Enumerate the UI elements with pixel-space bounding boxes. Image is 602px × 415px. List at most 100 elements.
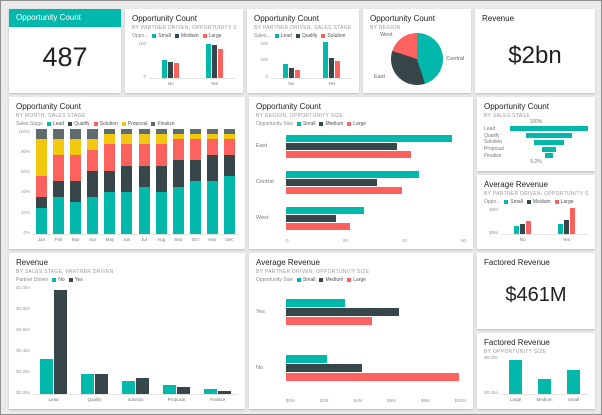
tile-opportunity-count-by-partner-driven-opportunity-size[interactable]: Opportunity Count BY PARTNER DRIVEN, OPP…: [125, 9, 243, 93]
tile-title: Opportunity Count: [484, 102, 549, 111]
x-tick-label: Yes: [562, 237, 570, 242]
bar-group: [567, 355, 580, 394]
tile-opportunity-count-by-sales-stage[interactable]: Opportunity Count BY SALES STAGE 100% Lea…: [477, 97, 595, 171]
stack-segment: [155, 128, 167, 134]
bar: [136, 377, 149, 394]
stack-segment: [172, 186, 184, 234]
bar: [282, 63, 288, 78]
grouped-bar-chart: Yes No $0M $2M $4M $6M $8M $10M: [256, 285, 466, 404]
legend-item[interactable]: Solution: [321, 33, 345, 39]
legend-swatch-icon: [151, 121, 156, 126]
legend-item[interactable]: Large: [347, 277, 366, 283]
bar-group: [204, 285, 231, 394]
legend-item[interactable]: Small: [152, 33, 171, 39]
x-tick-label: 20: [342, 237, 348, 243]
stack-segment: [104, 170, 116, 192]
legend-item[interactable]: Qualify: [295, 33, 317, 39]
legend-item[interactable]: Large: [202, 32, 222, 39]
tile-factored-revenue-card[interactable]: Factored Revenue $461M: [477, 253, 595, 329]
tile-opportunity-count-by-region-opportunity-size[interactable]: Opportunity Count BY REGION, OPPORTUNITY…: [249, 97, 473, 249]
legend-item[interactable]: Small: [296, 121, 315, 127]
legend-item[interactable]: Large: [347, 121, 366, 127]
y-tick-label: 0: [265, 74, 268, 79]
x-tick-label: Dec: [225, 237, 234, 242]
legend-item[interactable]: Medium: [174, 33, 199, 39]
bar: [211, 45, 217, 78]
legend-item[interactable]: Large: [554, 199, 574, 205]
legend-item-label: Large: [208, 32, 222, 39]
tile-opportunity-count-by-month-sales-stage[interactable]: Opportunity Count BY MONTH, SALES STAGE …: [9, 97, 245, 249]
stacked-column: [53, 128, 65, 234]
stack-segment: [53, 197, 65, 234]
legend-item[interactable]: Medium: [319, 121, 343, 127]
legend-swatch-icon: [321, 33, 326, 38]
x-tick-label: $2M: [319, 397, 329, 403]
stack-segment: [138, 133, 150, 145]
category-label: Central: [256, 179, 274, 186]
stack-segment: [138, 186, 150, 234]
tile-title: Factored Revenue: [484, 338, 550, 347]
legend-swatch-icon: [554, 199, 559, 204]
legend-item[interactable]: Small: [296, 277, 315, 283]
bar: [81, 374, 94, 394]
y-tick-label: $5M: [489, 206, 498, 212]
legend-item-label: Finalize: [157, 120, 175, 127]
legend-item[interactable]: Medium: [526, 198, 551, 205]
legend-title: Sales...: [254, 32, 271, 39]
stack-segment: [206, 154, 218, 182]
stack-segment: [189, 133, 201, 140]
plot-area: [501, 355, 588, 395]
stack-segment: [70, 202, 82, 234]
stack-segment: [223, 176, 235, 234]
stack-segment: [104, 133, 116, 145]
bar-group: [538, 355, 551, 394]
tile-opportunity-count-card[interactable]: Opportunity Count 487: [9, 9, 121, 93]
legend-swatch-icon: [526, 199, 531, 204]
bar: [40, 359, 53, 394]
bar: [218, 390, 231, 394]
x-axis: 0 20 40 60: [286, 236, 466, 244]
stack-segment: [87, 197, 99, 234]
legend-item[interactable]: Proposal: [121, 121, 147, 127]
legend-item[interactable]: Finalize: [151, 120, 175, 127]
bar: [509, 360, 522, 394]
tile-revenue-by-sales-stage-partner-driven[interactable]: Revenue BY SALES STAGE, PARTNER DRIVEN P…: [9, 253, 245, 409]
legend-item[interactable]: Qualify: [68, 121, 90, 127]
bar-group: East: [256, 134, 466, 158]
x-tick-label: Sep: [174, 237, 183, 242]
tile-factored-revenue-by-opportunity-size[interactable]: Factored Revenue BY OPPORTUNITY SIZE $0.…: [477, 333, 595, 409]
legend-item-label: Yes: [74, 276, 83, 283]
x-tick-label: Finalize: [209, 397, 226, 402]
pie-slice-label: Central: [446, 56, 464, 63]
y-tick-label: 100%: [18, 128, 30, 134]
legend-item-label: Medium: [532, 198, 551, 205]
stack-segment: [53, 128, 65, 140]
legend-title: Opportunity Size: [256, 276, 293, 283]
tile-average-revenue-bar[interactable]: Average Revenue BY PARTNER DRIVEN, OPPOR…: [249, 253, 473, 409]
legend-item[interactable]: Lead: [46, 121, 64, 127]
tile-opportunity-count-by-region[interactable]: Opportunity Count BY REGION Central East W…: [363, 9, 471, 93]
bar: [286, 299, 346, 308]
tile-revenue-card[interactable]: Revenue $2bn: [475, 9, 595, 93]
x-tick-label: Small: [567, 397, 580, 402]
stacked-column: [172, 128, 184, 234]
legend-item[interactable]: Lead: [274, 33, 292, 39]
legend-item[interactable]: Yes: [68, 276, 83, 283]
legend-item[interactable]: Small: [504, 199, 523, 205]
tile-average-revenue-column[interactable]: Average Revenue BY PARTNER DRIVEN, OPPOR…: [477, 175, 595, 249]
tile-opportunity-count-by-partner-driven-sales-stage[interactable]: Opportunity Count BY PARTNER DRIVEN, SAL…: [247, 9, 359, 93]
tile-subtitle: BY SALES STAGE, PARTNER DRIVEN: [16, 268, 114, 275]
legend-item[interactable]: Solution: [93, 121, 118, 127]
stack-segment: [87, 128, 99, 140]
stacked-column: [138, 128, 150, 234]
legend-item[interactable]: Medium: [319, 277, 343, 283]
y-axis: $1.0bn $0.8bn $0.6bn $0.4bn $0.2bn $0.0bn: [16, 285, 33, 404]
bar-group: [557, 207, 575, 234]
x-tick-label: $6M: [387, 397, 396, 403]
bar: [95, 374, 108, 394]
legend-item[interactable]: No: [52, 277, 65, 283]
stack-segment: [36, 207, 48, 234]
legend-swatch-icon: [274, 33, 279, 38]
y-tick-label: $0.2bn: [484, 354, 498, 360]
